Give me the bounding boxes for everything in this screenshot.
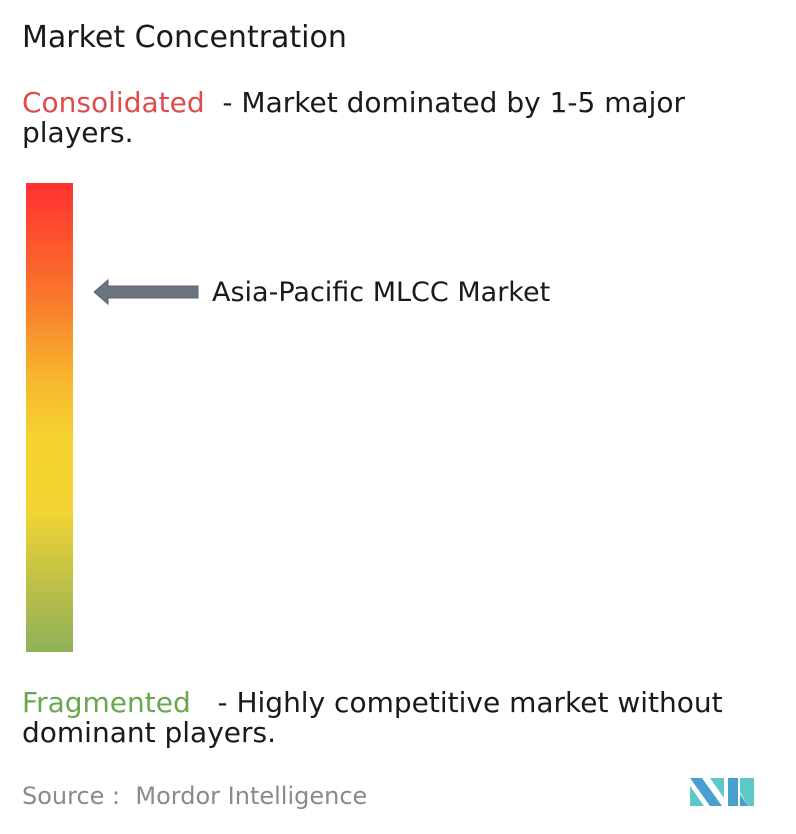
concentration-gradient-bar <box>26 183 73 652</box>
market-label: Asia-Pacific MLCC Market <box>212 277 551 308</box>
fragmented-description: - Highly competitive market without domi… <box>22 686 732 749</box>
fragmented-legend: Fragmented - Highly competitive market w… <box>22 688 792 748</box>
page-title: Market Concentration <box>22 20 347 55</box>
consolidated-label: Consolidated <box>22 86 205 119</box>
consolidated-legend: Consolidated - Market dominated by 1-5 m… <box>22 88 792 148</box>
mordor-intelligence-logo <box>690 778 754 806</box>
arrow-left-icon <box>94 278 199 306</box>
source-text: Source : Mordor Intelligence <box>22 782 368 810</box>
fragmented-label: Fragmented <box>22 686 191 719</box>
consolidated-description: - Market dominated by 1-5 major players. <box>22 86 694 149</box>
